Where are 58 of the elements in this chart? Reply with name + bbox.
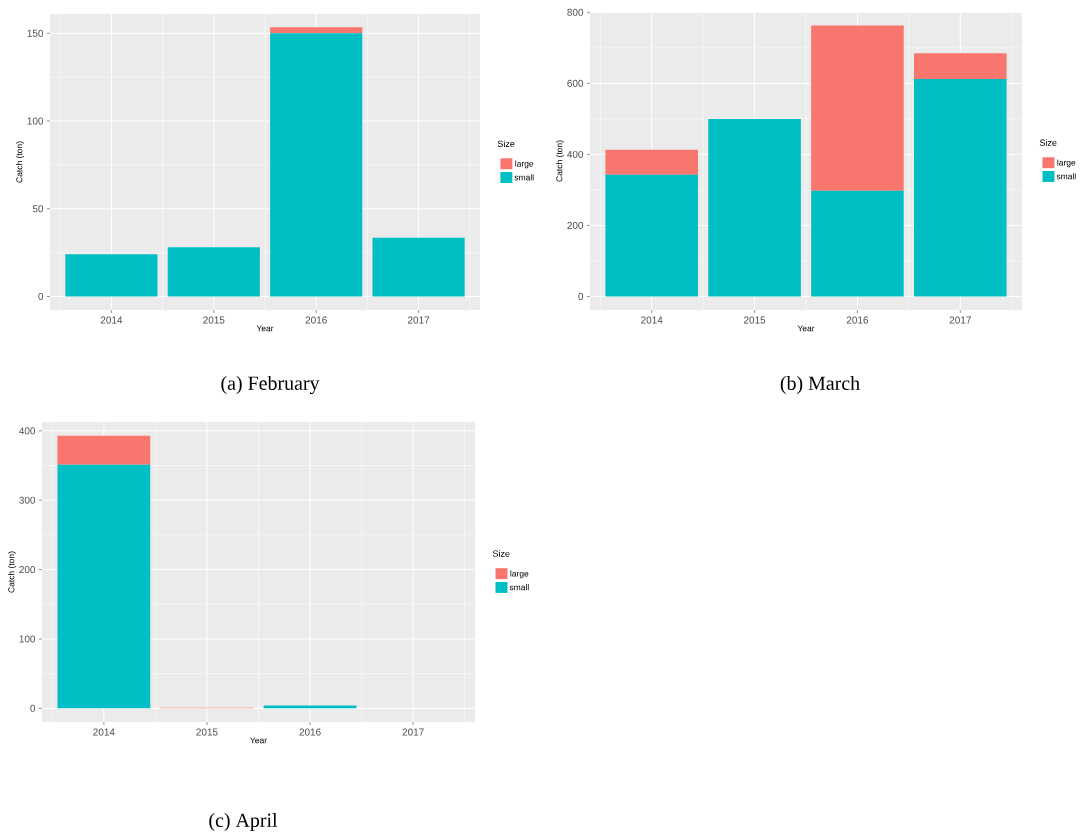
bar <box>57 435 151 465</box>
x-tick-label: 2017 <box>402 728 424 736</box>
y-axis-title: Catch (ton) <box>8 551 16 593</box>
bar <box>605 149 699 175</box>
y-tick-label: 0 <box>578 292 584 301</box>
bar <box>65 254 158 297</box>
y-tick-label: 0 <box>38 292 44 301</box>
x-tick-label: 2014 <box>641 316 663 324</box>
y-tick-label: 300 <box>19 496 36 504</box>
bar <box>270 27 363 34</box>
y-tick-label: 100 <box>19 635 36 643</box>
y-tick-label: 200 <box>567 221 584 229</box>
y-tick-label: 150 <box>27 29 44 37</box>
x-tick-label: 2017 <box>407 316 430 324</box>
x-tick-label: 2014 <box>100 316 123 324</box>
x-tick-label: 2017 <box>949 316 971 324</box>
legend-label: large <box>510 570 529 579</box>
legend-label: small <box>514 174 534 181</box>
bar <box>270 33 363 297</box>
bar <box>914 79 1007 297</box>
y-tick-label: 200 <box>19 566 36 574</box>
bar <box>372 237 465 297</box>
y-tick-label: 0 <box>30 704 36 712</box>
text: (c) April <box>209 812 278 832</box>
bar <box>57 464 151 709</box>
y-axis-title: Catch (ton) <box>556 140 565 182</box>
bar <box>914 53 1007 80</box>
x-tick-label: 2016 <box>299 728 321 736</box>
legend-label: large <box>1057 159 1076 168</box>
y-axis-title: Catch (ton) <box>16 141 24 183</box>
x-tick-label: 2015 <box>744 316 766 324</box>
y-tick-label: 50 <box>32 205 44 213</box>
x-tick-label: 2016 <box>305 316 327 324</box>
x-axis-title: Year <box>250 737 267 744</box>
x-axis-title: Year <box>797 325 815 332</box>
y-tick-label: 400 <box>19 427 36 435</box>
bar <box>167 247 260 297</box>
bar <box>811 25 904 191</box>
y-tick-label: 400 <box>567 150 584 158</box>
legend-label: large <box>515 160 534 169</box>
y-tick-label: 100 <box>27 117 44 125</box>
y-tick-label: 800 <box>567 8 584 16</box>
bar <box>811 190 904 297</box>
y-tick-label: 600 <box>567 79 584 87</box>
legend-title: Size <box>497 140 515 147</box>
text: (b) March <box>780 375 860 395</box>
text: (a) February <box>221 375 320 395</box>
x-axis-title: Year <box>256 325 274 332</box>
x-tick-label: 2015 <box>203 316 225 324</box>
legend-label: small <box>509 584 529 591</box>
legend-title: Size <box>492 550 510 557</box>
legend-title: Size <box>1039 139 1057 146</box>
x-tick-label: 2015 <box>196 728 218 736</box>
x-tick-label: 2014 <box>93 728 115 736</box>
x-tick-label: 2016 <box>846 316 869 324</box>
bar <box>605 174 699 297</box>
bar <box>708 118 801 297</box>
legend-label: small <box>1056 173 1076 180</box>
